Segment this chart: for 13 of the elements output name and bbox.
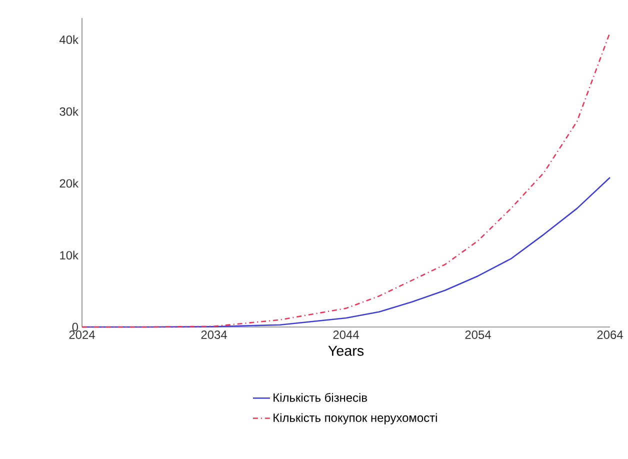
y-tick-label: 10k [60, 250, 78, 260]
legend-label: Кількість бізнесів [274, 392, 368, 402]
y-tick-label: 0 [72, 322, 78, 332]
x-tick-label: 2054 [465, 330, 491, 339]
y-tick-label: 30k [60, 107, 78, 116]
y-tick-label: 20k [60, 178, 78, 188]
x-tick-label: 2034 [201, 330, 227, 339]
x-tick-label: 2024 [69, 330, 95, 339]
legend-label: Кількість покупок нерухомості [274, 413, 437, 424]
x-tick-label: 2064 [597, 330, 623, 339]
y-tick-label: 40k [59, 35, 78, 44]
x-tick-label: 2044 [333, 330, 359, 339]
x-axis-title: Years [328, 346, 364, 356]
